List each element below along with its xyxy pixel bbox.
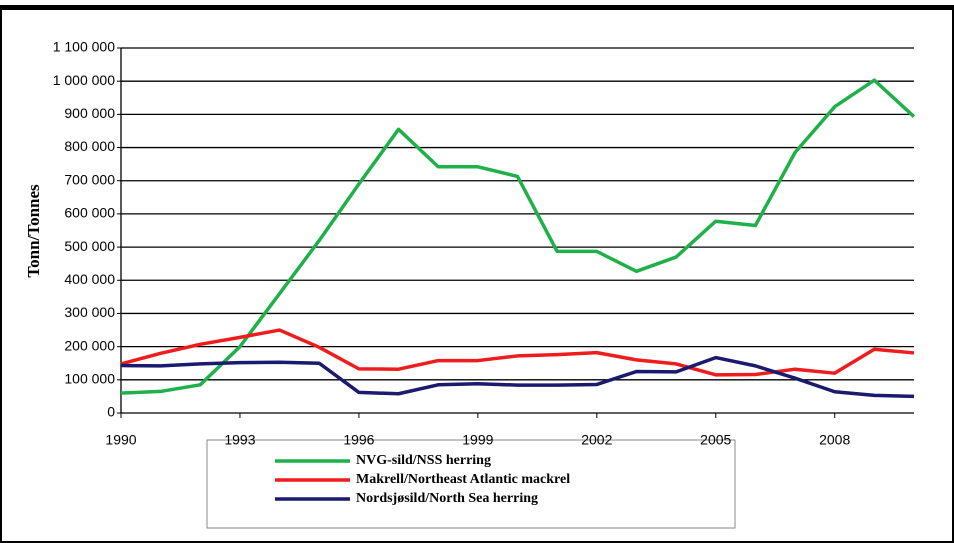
x-tick-label: 2002 [581,432,612,448]
legend-box [206,439,736,529]
y-tick-label: 500 000 [64,238,115,254]
y-tick-label: 800 000 [64,138,115,154]
legend-label: Nordsjøsild/North Sea herring [356,491,538,506]
x-tick-label: 2008 [819,432,850,448]
y-tick-label: 1 100 000 [53,39,115,55]
legend-label: NVG-sild/NSS herring [356,453,491,468]
y-tick-label: 600 000 [64,205,115,221]
y-tick-label: 1 000 000 [53,72,115,88]
y-tick-label: 700 000 [64,171,115,187]
x-tick-label: 1996 [343,432,374,448]
series-line [120,355,915,399]
y-tick-label: 0 [107,404,115,420]
x-tick-label: 2005 [700,432,731,448]
y-tick-label: 400 000 [64,271,115,287]
y-tick-label: 100 000 [64,371,115,387]
y-tick-label: 200 000 [64,337,115,353]
y-tick-label: 900 000 [64,105,115,121]
x-tick-label: 1990 [105,432,136,448]
legend-label: Makrell/Northeast Atlantic mackrel [356,472,570,487]
series-line [120,78,916,395]
x-tick-label: 1999 [462,432,493,448]
y-axis-label: Tonn/Tonnes [24,184,43,278]
x-tick-label: 1993 [224,432,255,448]
y-tick-label: 300 000 [64,304,115,320]
series-line [120,328,915,377]
